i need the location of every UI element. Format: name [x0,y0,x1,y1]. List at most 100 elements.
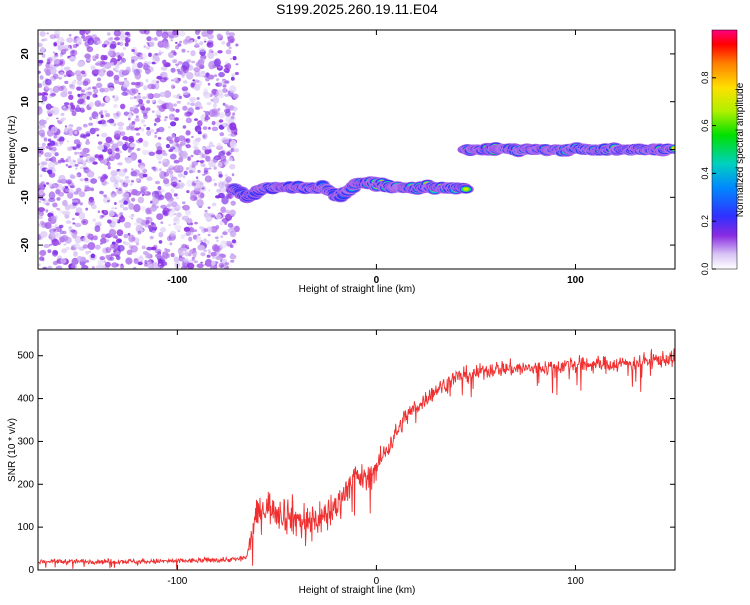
colorbar-tick-label: 0.8 [700,72,710,85]
noise-speckle [173,223,176,226]
noise-speckle [47,59,51,63]
noise-speckle [146,130,152,136]
noise-speckle [72,222,76,225]
noise-speckle [156,75,163,80]
noise-speckle [208,49,214,54]
noise-speckle [107,219,112,224]
noise-speckle [110,243,116,249]
noise-speckle [95,62,100,66]
noise-speckle [53,58,61,65]
noise-speckle [184,244,189,249]
y-tick-label: 300 [17,436,34,447]
noise-speckle [41,53,46,58]
noise-speckle [162,158,167,163]
noise-speckle [185,144,188,147]
noise-speckle [55,189,61,195]
noise-speckle [183,170,188,176]
noise-speckle [186,262,195,269]
noise-speckle [150,222,155,225]
noise-speckle [187,156,192,161]
noise-speckle [133,204,141,213]
noise-speckle [122,69,130,75]
noise-speckle [124,42,129,47]
noise-speckle [147,262,155,269]
noise-speckle [219,132,225,137]
noise-speckle [77,98,85,105]
noise-speckle [190,154,194,158]
noise-speckle [110,175,116,183]
noise-speckle [182,201,186,205]
noise-speckle [166,203,172,208]
noise-speckle [95,264,104,269]
noise-speckle [185,167,189,171]
noise-speckle [198,152,204,156]
noise-speckle [49,236,55,240]
noise-speckle [138,99,144,104]
noise-speckle [175,63,179,66]
noise-speckle [206,226,213,233]
noise-speckle [227,228,235,233]
noise-speckle [158,231,164,238]
noise-speckle [146,36,152,42]
noise-speckle [177,173,184,178]
noise-speckle [47,138,52,142]
noise-speckle [207,51,215,59]
noise-speckle [76,143,81,148]
noise-speckle [179,183,182,185]
noise-speckle [217,171,223,175]
noise-speckle [200,184,204,188]
noise-speckle [53,215,58,220]
noise-speckle [115,263,120,267]
noise-speckle [55,265,63,269]
noise-speckle [191,161,198,166]
noise-speckle [141,109,149,115]
noise-speckle [195,236,202,243]
noise-speckle [146,42,149,45]
noise-speckle [60,258,67,264]
noise-speckle [142,140,149,148]
noise-speckle [87,233,94,240]
noise-speckle [158,52,162,56]
noise-speckle [108,118,115,124]
noise-speckle [45,158,50,162]
noise-speckle [219,240,228,249]
colorbar: 0.0 0.2 0.4 0.6 0.8 Normalized spectral ampl… [700,29,746,275]
noise-speckle [104,95,111,103]
noise-speckle [119,216,126,223]
noise-speckle [142,173,148,178]
noise-speckle [210,98,214,102]
noise-speckle [126,249,133,256]
noise-speckle [122,200,128,205]
noise-speckle [84,87,88,91]
noise-speckle [71,258,78,266]
noise-speckle [76,86,82,91]
noise-speckle [145,79,149,83]
noise-speckle [38,234,42,241]
noise-speckle [140,119,145,124]
noise-speckle [43,184,46,188]
noise-speckle [232,112,236,116]
noise-speckle [59,71,65,79]
noise-speckle [117,162,123,166]
noise-speckle [99,119,106,125]
noise-speckle [54,223,59,228]
noise-speckle [113,95,119,102]
noise-speckle [156,80,160,84]
noise-speckle [190,231,194,236]
noise-speckle [136,148,141,151]
noise-speckle [97,145,105,151]
noise-speckle [114,37,120,41]
noise-speckle [97,210,101,214]
y-tick-label: -10 [20,190,31,205]
noise-speckle [78,147,82,150]
noise-speckle [216,33,222,39]
noise-speckle [203,228,209,233]
noise-speckle [63,243,67,246]
noise-speckle [101,67,106,71]
noise-speckle [103,40,110,46]
noise-speckle [114,152,121,160]
noise-speckle [205,155,211,162]
noise-speckle [40,231,48,238]
noise-speckle [224,108,231,114]
noise-speckle [137,96,141,98]
